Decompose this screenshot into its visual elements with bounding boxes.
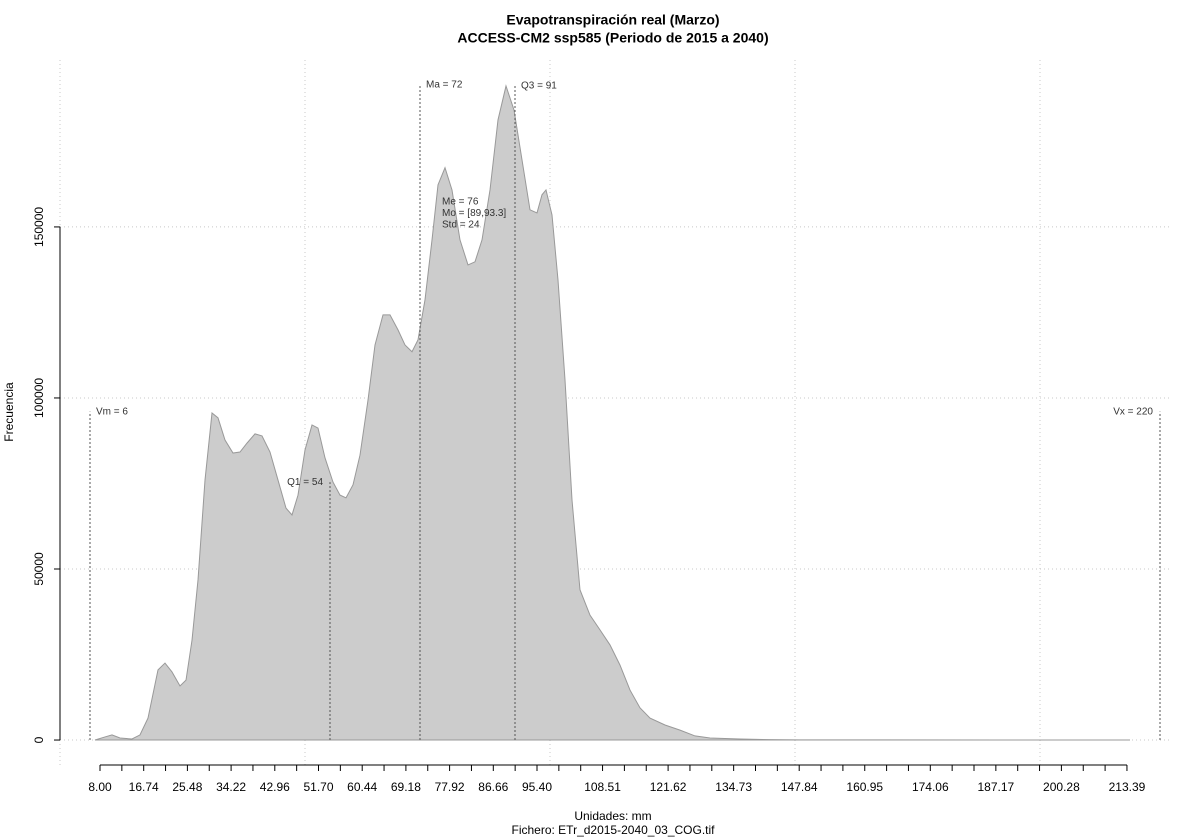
x-tick-label: 34.22 [216,780,246,794]
x-tick-label: 213.39 [1109,780,1146,794]
stat-label: Ma = 72 [426,80,463,91]
x-tick-label: 200.28 [1043,780,1080,794]
x-tick-label: 60.44 [347,780,377,794]
x-tick-label: 16.74 [129,780,159,794]
x-tick-label: 86.66 [478,780,508,794]
x-tick-label: 108.51 [584,780,621,794]
x-tick-label: 147.84 [781,780,818,794]
x-tick-label: 160.95 [846,780,883,794]
x-axis-label: Unidades: mm [574,809,651,823]
x-tick-label: 77.92 [435,780,465,794]
x-tick-label: 42.96 [260,780,290,794]
annotation: Me = 76 [442,197,479,208]
x-tick-label: 25.48 [172,780,202,794]
y-tick-label: 50000 [32,552,46,586]
x-tick-label: 174.06 [912,780,949,794]
x-tick-label: 187.17 [977,780,1014,794]
density-area [94,84,1131,741]
annotation: Mo = [89,93.3] [442,208,506,219]
x-tick-label: 8.00 [88,780,112,794]
annotation: Std = 24 [442,220,480,231]
chart-title: Evapotranspiración real (Marzo) [506,12,719,28]
y-tick-label: 150000 [32,207,46,247]
x-tick-label: 69.18 [391,780,421,794]
x-tick-label: 134.73 [715,780,752,794]
stat-label: Q1 = 54 [287,477,323,488]
x-tick-label: 95.40 [522,780,552,794]
x-tick-label: 121.62 [650,780,687,794]
y-axis-label: Frecuencia [2,382,16,442]
y-tick-label: 0 [32,736,46,743]
y-tick-label: 100000 [32,378,46,418]
chart-subtitle: ACCESS-CM2 ssp585 (Periodo de 2015 a 204… [457,30,768,46]
x-tick-label: 51.70 [303,780,333,794]
stat-label: Vx = 220 [1113,406,1153,417]
caption: Fichero: ETr_d2015-2040_03_COG.tif [512,823,716,837]
stat-label: Vm = 6 [96,406,128,417]
stat-label: Q3 = 91 [521,81,557,92]
